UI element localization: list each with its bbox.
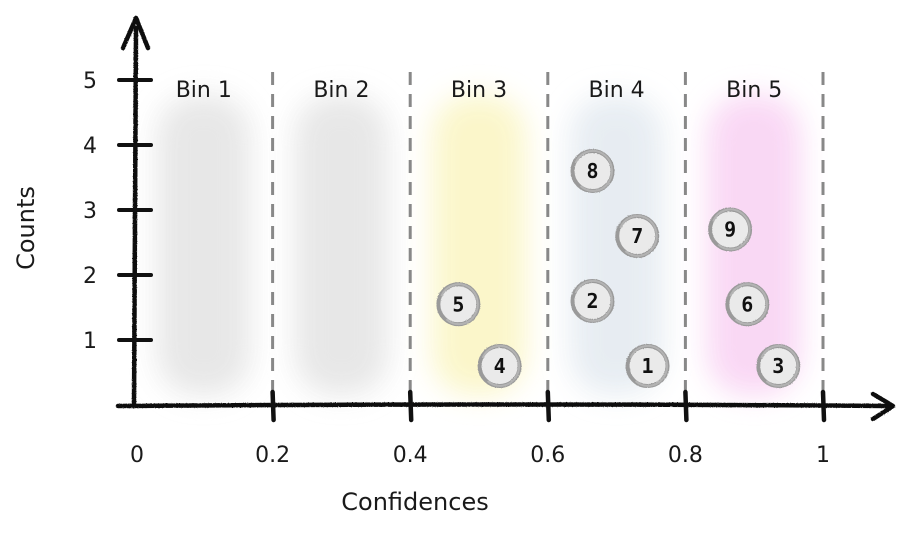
x-tick-mark bbox=[820, 389, 827, 423]
bin-label-4: Bin 4 bbox=[589, 78, 645, 103]
bin-background-2 bbox=[294, 95, 389, 395]
data-point-label: 5 bbox=[452, 292, 464, 316]
data-point-1: 1 bbox=[625, 344, 670, 388]
data-point-4: 4 bbox=[477, 344, 522, 388]
data-point-sketch-stroke bbox=[574, 149, 613, 192]
data-point-2: 2 bbox=[570, 279, 615, 323]
data-point-label: 7 bbox=[631, 224, 643, 248]
y-axis-line bbox=[131, 25, 139, 409]
x-tick-mark bbox=[683, 389, 689, 423]
bin-backgrounds bbox=[157, 95, 801, 395]
data-point-sketch-stroke bbox=[574, 279, 613, 322]
y-axis-arrow bbox=[120, 15, 151, 51]
bin-labels: Bin 1 Bin 2 Bin 3 Bin 4 Bin 5 bbox=[176, 78, 783, 103]
data-point-9: 9 bbox=[708, 207, 753, 252]
x-tick-label: 0 bbox=[130, 443, 144, 468]
x-axis-arrow bbox=[870, 391, 896, 422]
bin-background-1 bbox=[157, 95, 251, 395]
y-tick-label: 2 bbox=[83, 264, 97, 289]
data-point-sketch-stroke bbox=[760, 344, 799, 387]
data-point-label: 8 bbox=[586, 159, 598, 183]
x-tick-label: 1 bbox=[816, 443, 830, 468]
data-point-6: 6 bbox=[725, 282, 770, 327]
data-point-label: 3 bbox=[772, 354, 784, 378]
data-point-3: 3 bbox=[756, 344, 801, 388]
x-tick-mark bbox=[545, 389, 552, 423]
data-point-sketch-stroke bbox=[712, 208, 751, 251]
y-ticks: 1 2 3 4 5 bbox=[83, 69, 153, 354]
x-tick-mark bbox=[407, 389, 414, 423]
y-axis-title: Counts bbox=[12, 186, 40, 270]
bin-label-2: Bin 2 bbox=[313, 78, 369, 103]
bin-dividers bbox=[271, 72, 825, 400]
axes bbox=[115, 15, 896, 422]
bin-label-1: Bin 1 bbox=[176, 78, 232, 103]
data-point-5: 5 bbox=[436, 282, 481, 327]
x-axis-title: Confidences bbox=[341, 488, 488, 516]
bin-label-5: Bin 5 bbox=[726, 78, 782, 103]
data-point-label: 6 bbox=[741, 292, 753, 316]
data-point-label: 9 bbox=[724, 218, 736, 242]
data-point-sketch-stroke bbox=[440, 283, 479, 326]
data-point-label: 4 bbox=[494, 354, 506, 378]
x-tick-label: 0.6 bbox=[530, 443, 565, 468]
bin-label-3: Bin 3 bbox=[451, 78, 507, 103]
x-axis-line bbox=[115, 402, 891, 409]
data-point-8: 8 bbox=[570, 149, 615, 193]
data-point-sketch-stroke bbox=[619, 214, 658, 257]
y-tick-label: 4 bbox=[83, 134, 97, 159]
bin-background-5 bbox=[707, 95, 801, 395]
y-tick-label: 5 bbox=[83, 69, 97, 94]
x-tick-label: 0.4 bbox=[393, 443, 428, 468]
x-ticks: 0 0.2 0.4 0.6 0.8 1 bbox=[130, 389, 830, 468]
y-tick-label: 1 bbox=[83, 329, 97, 354]
x-tick-label: 0.2 bbox=[255, 443, 290, 468]
data-point-label: 1 bbox=[642, 354, 654, 378]
data-point-sketch-stroke bbox=[729, 283, 768, 326]
data-point-sketch-stroke bbox=[481, 344, 521, 387]
data-point-label: 2 bbox=[586, 289, 598, 313]
data-points: 1 2 3 4 5 6 7 8 9 bbox=[436, 149, 801, 388]
data-point-sketch-stroke bbox=[629, 344, 668, 387]
data-point-7: 7 bbox=[615, 214, 660, 258]
x-tick-mark bbox=[270, 389, 276, 423]
x-tick-label: 0.8 bbox=[668, 443, 703, 468]
y-tick-label: 3 bbox=[83, 199, 97, 224]
